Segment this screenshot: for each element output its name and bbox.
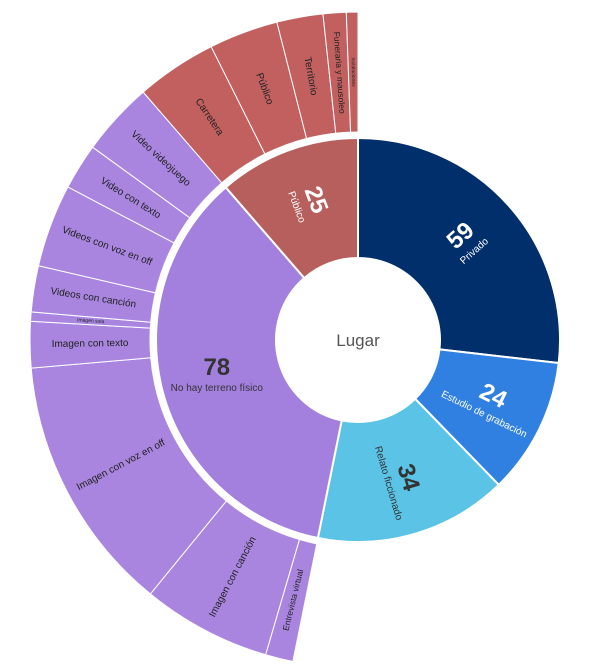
inner-name-no-terreno: No hay terreno físico — [171, 383, 264, 394]
outer-segment-instalaciones — [345, 11, 359, 133]
inner-label-no-terreno: 78 No hay terreno físico — [171, 354, 264, 394]
inner-value-no-terreno: 78 — [203, 354, 230, 381]
outer-label-imagen-sola: Imagen sola — [77, 317, 105, 325]
outer-label-imagen-con-texto: Imagen con texto — [52, 338, 129, 350]
inner-ring — [155, 136, 561, 543]
outer-ring — [29, 11, 359, 663]
center-hole — [276, 258, 440, 422]
center-label: Lugar — [336, 331, 380, 350]
inner-segment-privado — [357, 136, 561, 365]
outer-label-instalaciones: Instalaciones — [350, 57, 357, 87]
